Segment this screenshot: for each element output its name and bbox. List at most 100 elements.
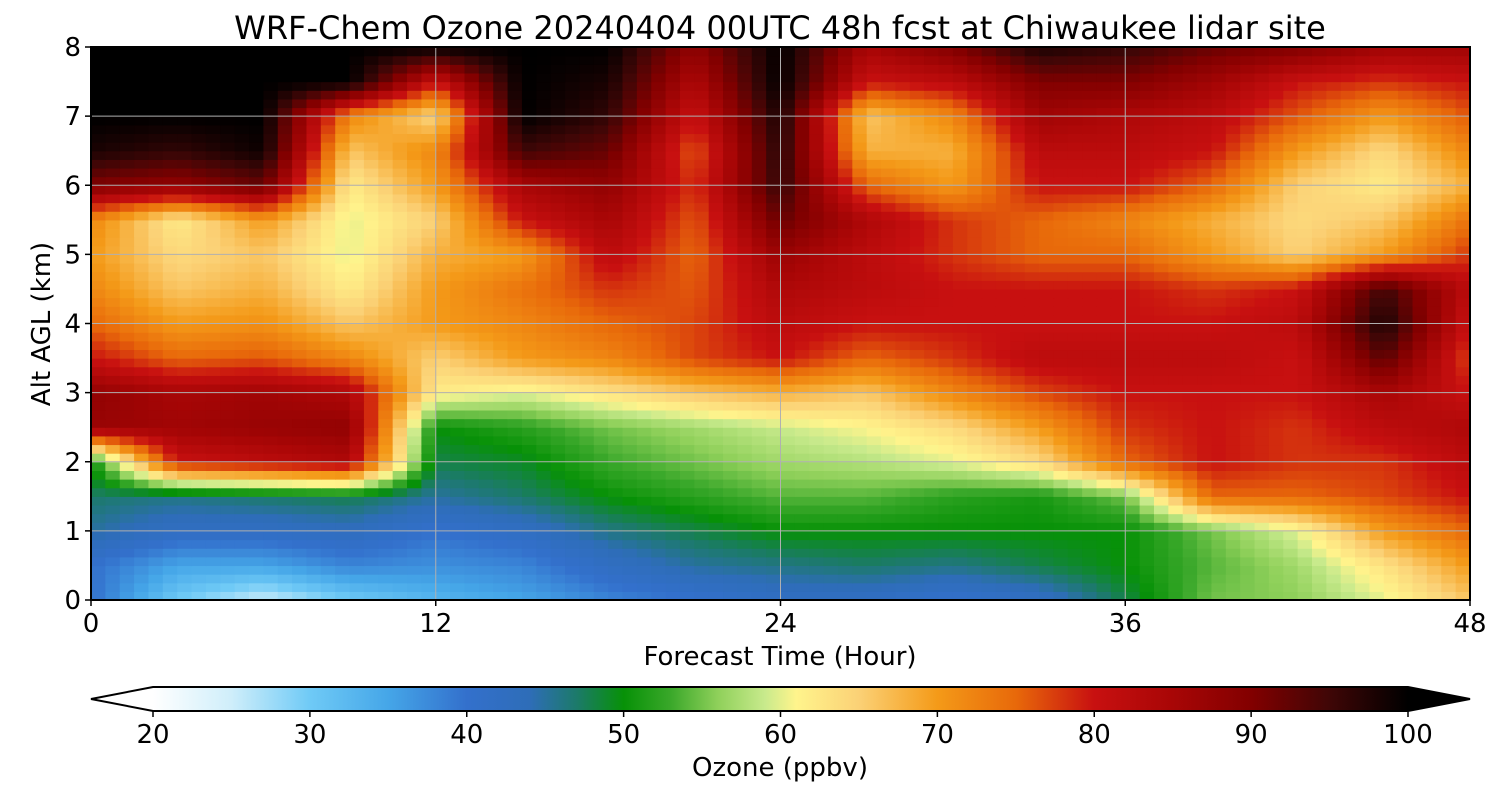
heatmap-cell [1326,211,1342,221]
heatmap-cell [651,349,667,359]
heatmap-cell [766,228,782,238]
heatmap-cell [1426,522,1442,532]
heatmap-cell [1398,487,1414,497]
heatmap-cell [837,435,853,446]
heatmap-cell [421,349,437,359]
heatmap-cell [1326,263,1342,273]
heatmap-cell [1326,418,1342,428]
heatmap-cell [91,288,106,299]
heatmap-cell [780,228,796,238]
heatmap-cell [766,314,782,325]
heatmap-cell [1153,288,1169,299]
heatmap-cell [162,591,178,600]
heatmap-cell [1139,297,1155,307]
heatmap-cell [507,375,523,385]
heatmap-cell [608,470,624,480]
heatmap-cell [608,219,624,230]
heatmap-cell [622,375,638,385]
heatmap-cell [708,237,724,247]
heatmap-cell [794,332,810,342]
heatmap-cell [1355,470,1371,480]
heatmap-cell [737,409,753,420]
heatmap-cell [1168,193,1184,204]
heatmap-cell [392,401,408,411]
heatmap-cell [995,548,1011,558]
heatmap-cell [493,574,509,584]
heatmap-cell [1197,392,1213,402]
heatmap-cell [1283,211,1299,221]
heatmap-cell [766,522,782,532]
heatmap-cell [550,479,566,489]
heatmap-cell [952,383,968,394]
heatmap-cell [967,530,983,541]
heatmap-cell [1383,228,1399,238]
heatmap-cell [263,150,279,160]
heatmap-cell [938,332,954,342]
heatmap-cell [895,427,911,437]
heatmap-cell [421,167,437,178]
heatmap-cell [1024,159,1040,169]
heatmap-cell [794,539,810,549]
heatmap-cell [809,409,825,420]
heatmap-cell [450,263,466,273]
heatmap-cell [536,176,552,186]
heatmap-cell [780,444,796,454]
heatmap-cell [148,202,164,212]
heatmap-cell [421,314,437,325]
heatmap-cell [1125,193,1141,204]
heatmap-cell [234,228,250,238]
heatmap-cell [292,479,308,489]
heatmap-cell [1398,392,1414,402]
heatmap-cell [91,332,106,342]
heatmap-cell [794,167,810,178]
heatmap-cell [148,314,164,325]
heatmap-cell [306,539,322,549]
heatmap-cell [1096,591,1112,600]
heatmap-cell [478,150,494,160]
heatmap-cell [1182,522,1198,532]
heatmap-cell [450,427,466,437]
heatmap-cell [809,401,825,411]
heatmap-cell [967,504,983,515]
heatmap-cell [421,418,437,428]
heatmap-cell [292,444,308,454]
heatmap-cell [1355,539,1371,549]
heatmap-cell [220,254,236,264]
heatmap-cell [407,349,422,359]
heatmap-cell [1225,263,1241,273]
heatmap-cell [751,479,767,489]
heatmap-cell [306,280,322,290]
heatmap-cell [191,358,207,368]
heatmap-cell [679,297,695,307]
heatmap-cell [1211,332,1227,342]
heatmap-cell [1067,418,1083,428]
heatmap-cell [1096,297,1112,307]
heatmap-cell [1297,582,1313,592]
heatmap-cell [263,219,279,230]
heatmap-cell [320,582,336,592]
heatmap-cell [1355,401,1371,411]
heatmap-cell [1225,185,1241,195]
heatmap-cell [536,565,552,575]
heatmap-cell [938,487,954,497]
heatmap-cell [263,453,279,463]
heatmap-cell [895,193,911,204]
heatmap-cell [478,513,494,523]
heatmap-cell [1225,470,1241,480]
heatmap-cell [780,185,796,195]
heatmap-cell [622,565,638,575]
heatmap-cell [1053,392,1069,402]
heatmap-cell [277,150,293,160]
heatmap-cell [622,470,638,480]
heatmap-cell [723,332,738,342]
heatmap-cell [536,574,552,584]
heatmap-cell [1225,574,1241,584]
heatmap-cell [651,392,667,402]
heatmap-cell [507,202,523,212]
heatmap-cell [938,548,954,558]
heatmap-cell [363,530,379,541]
heatmap-cell [205,245,221,255]
heatmap-cell [392,314,408,325]
heatmap-cell [1297,176,1313,186]
heatmap-cell [191,418,207,428]
